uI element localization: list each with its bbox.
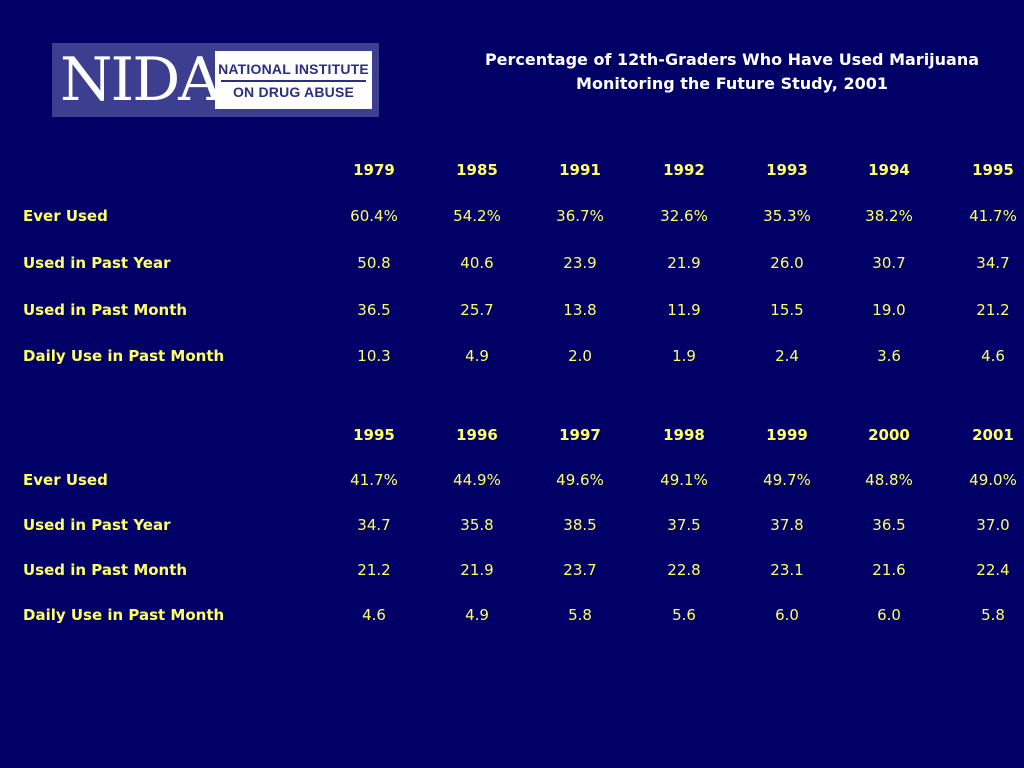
data-cell: 4.9 <box>465 347 489 365</box>
data-cell: 36.5 <box>357 301 391 319</box>
data-cell: 23.9 <box>563 254 597 272</box>
data-cell: 22.4 <box>976 561 1010 579</box>
column-header-1993: 1993 <box>766 161 808 179</box>
column-header-1998: 1998 <box>663 426 705 444</box>
row-label: Ever Used <box>23 471 108 489</box>
data-cell: 21.6 <box>872 561 906 579</box>
data-cell: 19.0 <box>872 301 906 319</box>
data-cell: 36.7% <box>556 207 604 225</box>
data-cell: 22.8 <box>667 561 701 579</box>
data-cell: 10.3 <box>357 347 391 365</box>
column-header-2001: 2001 <box>972 426 1014 444</box>
data-cell: 50.8 <box>357 254 391 272</box>
data-cell: 38.2% <box>865 207 913 225</box>
data-cell: 34.7 <box>976 254 1010 272</box>
data-cell: 21.2 <box>357 561 391 579</box>
data-cell: 48.8% <box>865 471 913 489</box>
data-cell: 23.7 <box>563 561 597 579</box>
data-cell: 23.1 <box>770 561 804 579</box>
data-cell: 3.6 <box>877 347 901 365</box>
data-cell: 54.2% <box>453 207 501 225</box>
data-cell: 60.4% <box>350 207 398 225</box>
row-label: Used in Past Month <box>23 301 188 319</box>
logo-line-1: NATIONAL INSTITUTE <box>218 61 369 77</box>
data-cell: 41.7% <box>350 471 398 489</box>
data-cell: 26.0 <box>770 254 804 272</box>
data-cell: 36.5 <box>872 516 906 534</box>
data-cell: 44.9% <box>453 471 501 489</box>
data-cell: 40.6 <box>460 254 494 272</box>
column-header-1999: 1999 <box>766 426 808 444</box>
data-cell: 13.8 <box>563 301 597 319</box>
row-label: Used in Past Year <box>23 516 171 534</box>
data-cell: 4.6 <box>362 606 386 624</box>
column-header-2000: 2000 <box>868 426 910 444</box>
data-cell: 2.4 <box>775 347 799 365</box>
data-cell: 21.2 <box>976 301 1010 319</box>
row-label: Used in Past Year <box>23 254 171 272</box>
data-cell: 49.1% <box>660 471 708 489</box>
row-label: Daily Use in Past Month <box>23 347 225 365</box>
column-header-1979: 1979 <box>353 161 395 179</box>
data-cell: 37.0 <box>976 516 1010 534</box>
data-cell: 35.8 <box>460 516 494 534</box>
data-cell: 41.7% <box>969 207 1017 225</box>
column-header-1992: 1992 <box>663 161 705 179</box>
logo-line-2: ON DRUG ABUSE <box>232 84 355 100</box>
row-label: Used in Past Month <box>23 561 188 579</box>
column-header-1995: 1995 <box>972 161 1014 179</box>
data-cell: 49.6% <box>556 471 604 489</box>
data-cell: 21.9 <box>667 254 701 272</box>
data-cell: 11.9 <box>667 301 701 319</box>
title-line: Percentage of 12th-Graders Who Have Used… <box>484 50 980 69</box>
data-cell: 35.3% <box>763 207 811 225</box>
data-cell: 37.8 <box>770 516 804 534</box>
column-header-1985: 1985 <box>456 161 498 179</box>
data-cell: 49.7% <box>763 471 811 489</box>
data-cell: 37.5 <box>667 516 701 534</box>
row-label: Daily Use in Past Month <box>23 606 225 624</box>
logo-wordmark: NIDA <box>60 45 222 115</box>
row-label: Ever Used <box>23 207 108 225</box>
data-cell: 32.6% <box>660 207 708 225</box>
data-cell: 6.0 <box>877 606 901 624</box>
data-cell: 49.0% <box>969 471 1017 489</box>
column-header-1994: 1994 <box>868 161 910 179</box>
subtitle-line: Monitoring the Future Study, 2001 <box>576 74 888 93</box>
column-header-1991: 1991 <box>559 161 601 179</box>
slide-title: Percentage of 12th-Graders Who Have Used… <box>440 48 1024 96</box>
column-header-1995: 1995 <box>353 426 395 444</box>
data-cell: 25.7 <box>460 301 494 319</box>
column-header-1997: 1997 <box>559 426 601 444</box>
logo-name-box: NATIONAL INSTITUTE ON DRUG ABUSE <box>215 51 372 109</box>
data-cell: 38.5 <box>563 516 597 534</box>
nida-logo: NIDA NATIONAL INSTITUTE ON DRUG ABUSE <box>52 43 379 117</box>
data-cell: 5.6 <box>672 606 696 624</box>
data-cell: 5.8 <box>568 606 592 624</box>
data-cell: 30.7 <box>872 254 906 272</box>
data-cell: 15.5 <box>770 301 804 319</box>
column-header-1996: 1996 <box>456 426 498 444</box>
data-cell: 5.8 <box>981 606 1005 624</box>
logo-divider <box>221 80 366 82</box>
data-cell: 6.0 <box>775 606 799 624</box>
data-cell: 34.7 <box>357 516 391 534</box>
data-cell: 21.9 <box>460 561 494 579</box>
data-cell: 2.0 <box>568 347 592 365</box>
data-cell: 4.9 <box>465 606 489 624</box>
data-cell: 4.6 <box>981 347 1005 365</box>
data-cell: 1.9 <box>672 347 696 365</box>
